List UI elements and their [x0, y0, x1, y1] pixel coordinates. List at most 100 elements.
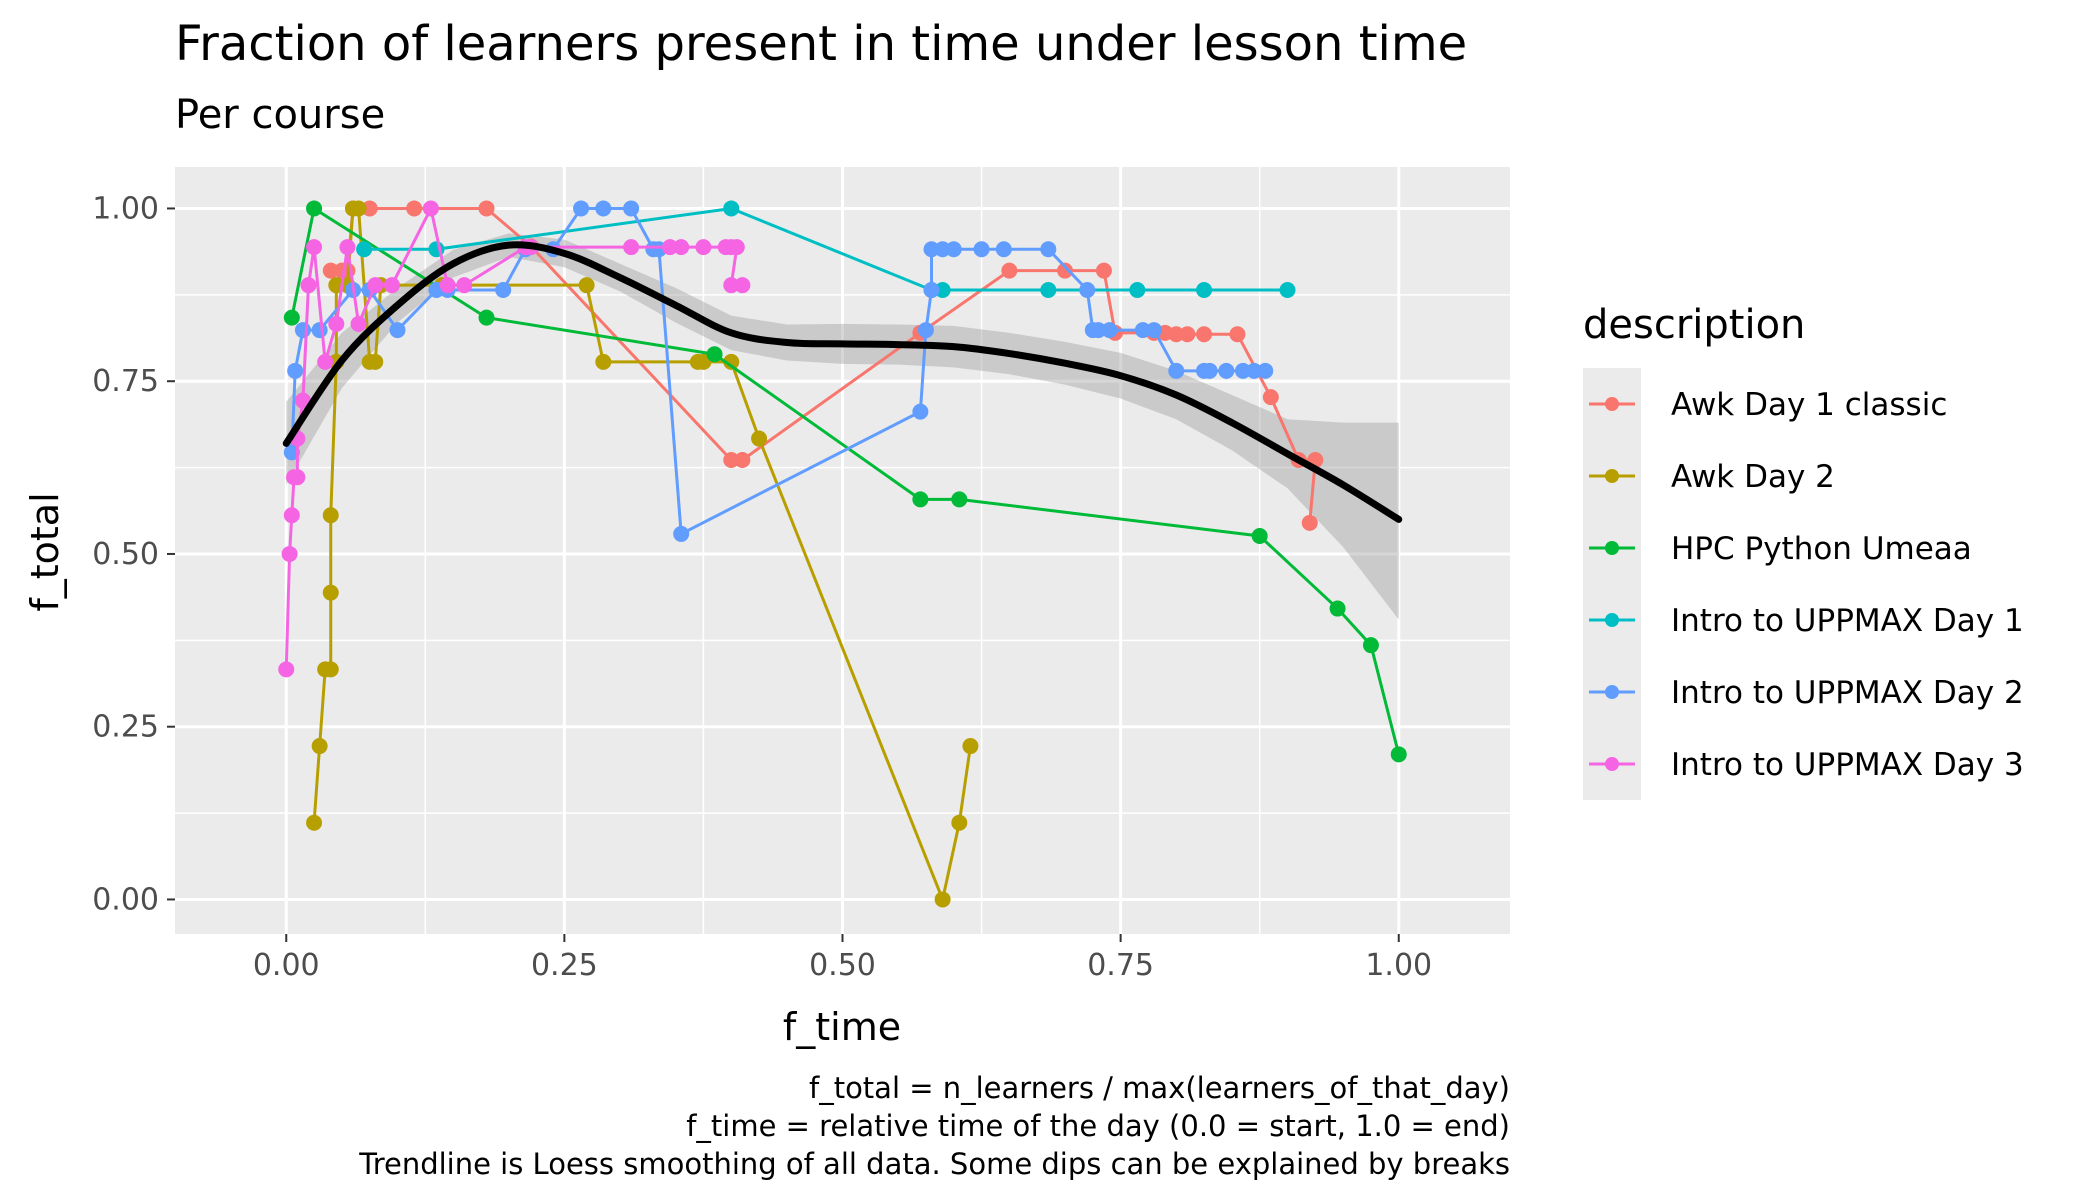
data-point [623, 200, 640, 217]
data-point [300, 277, 317, 294]
legend-key-point [1605, 469, 1619, 483]
data-point [1229, 326, 1246, 343]
chart-title: Fraction of learners present in time und… [175, 16, 1467, 72]
data-point [1235, 362, 1251, 379]
data-point [1390, 746, 1407, 763]
caption-line-2: f_time = relative time of the day (0.0 =… [686, 1109, 1510, 1143]
data-point [1079, 281, 1096, 298]
y-axis-title: f_total [23, 492, 67, 611]
data-point [289, 469, 306, 486]
data-point [278, 661, 295, 678]
legend: description Awk Day 1 classic Awk Day 2 HP… [1583, 302, 2024, 800]
y-tick-label: 0.50 [92, 537, 159, 572]
series-layer [278, 200, 1407, 908]
data-point [306, 200, 323, 217]
data-point [322, 262, 339, 279]
data-point [1262, 389, 1279, 406]
legend-key-point [1605, 541, 1619, 555]
data-point [367, 353, 384, 370]
data-point [350, 200, 367, 217]
data-point [283, 507, 300, 524]
y-tick-label: 1.00 [92, 191, 159, 226]
data-point [734, 277, 751, 294]
data-point [389, 322, 406, 339]
caption-line-1: f_total = n_learners / max(learners_of_t… [809, 1071, 1510, 1105]
data-point [322, 661, 339, 678]
series-intro-to-uppmax-day-3 [278, 200, 751, 678]
data-point [322, 507, 339, 524]
data-point [281, 545, 298, 562]
series-line [290, 206, 1266, 536]
data-point [422, 200, 439, 217]
data-point [1090, 322, 1107, 339]
data-point [1095, 262, 1112, 279]
caption: f_total = n_learners / max(learners_of_t… [358, 1071, 1510, 1181]
chart-subtitle: Per course [175, 92, 385, 138]
data-point [478, 200, 495, 217]
data-point [294, 322, 311, 339]
series-hpc-python-umeaa [283, 200, 1407, 763]
data-point [495, 281, 512, 298]
data-point [995, 241, 1012, 258]
data-point [1179, 326, 1196, 343]
data-point [923, 241, 940, 258]
data-point [328, 315, 345, 332]
data-point [973, 241, 990, 258]
data-point [1129, 281, 1146, 298]
data-point [623, 239, 640, 256]
axes: 0.00 0.25 0.50 0.75 1.00 0.00 0.25 0.50 0.75 1.00 [92, 191, 1432, 983]
data-point [917, 322, 934, 339]
x-tick-label: 0.75 [1087, 948, 1154, 983]
legend-key-point [1605, 613, 1619, 627]
data-point [287, 362, 304, 379]
data-point [723, 200, 740, 217]
data-point [478, 309, 495, 326]
data-point [595, 200, 612, 217]
data-point [1362, 637, 1379, 654]
data-point [283, 309, 300, 326]
y-tick-label: 0.25 [92, 710, 159, 745]
x-tick-label: 0.25 [531, 948, 598, 983]
data-point [1329, 600, 1346, 617]
data-point [934, 281, 951, 298]
data-point [306, 239, 323, 256]
trend-layer [282, 241, 1403, 523]
grid [175, 167, 1510, 934]
data-point [350, 315, 367, 332]
data-point [751, 430, 768, 447]
data-point [706, 346, 723, 363]
data-point [1057, 262, 1073, 279]
data-point [962, 738, 979, 755]
legend-label: Awk Day 1 classic [1671, 387, 1947, 423]
data-point [294, 392, 311, 409]
legend-label: Awk Day 2 [1671, 459, 1835, 495]
data-point [734, 451, 751, 468]
data-point [951, 491, 968, 508]
loess-trendline [282, 241, 1403, 523]
legend-key-point [1605, 685, 1619, 699]
data-point [1196, 326, 1213, 343]
data-point [361, 200, 378, 217]
data-point [1146, 322, 1162, 339]
data-point [951, 814, 968, 831]
data-point [1279, 281, 1296, 298]
legend-key-point [1605, 757, 1619, 771]
data-point [578, 277, 595, 294]
data-point [1101, 322, 1118, 339]
data-point [306, 814, 323, 831]
data-point [934, 241, 951, 258]
data-point [439, 277, 456, 294]
data-point [673, 525, 690, 542]
data-point [945, 241, 962, 258]
legend-label: HPC Python Umeaa [1671, 531, 1972, 567]
data-point [923, 281, 940, 298]
data-point [1196, 281, 1213, 298]
data-point [1201, 362, 1218, 379]
data-point [406, 200, 423, 217]
data-point [912, 491, 929, 508]
data-point [322, 584, 339, 601]
data-point [339, 239, 356, 256]
data-point [311, 322, 328, 339]
data-point [728, 239, 745, 256]
